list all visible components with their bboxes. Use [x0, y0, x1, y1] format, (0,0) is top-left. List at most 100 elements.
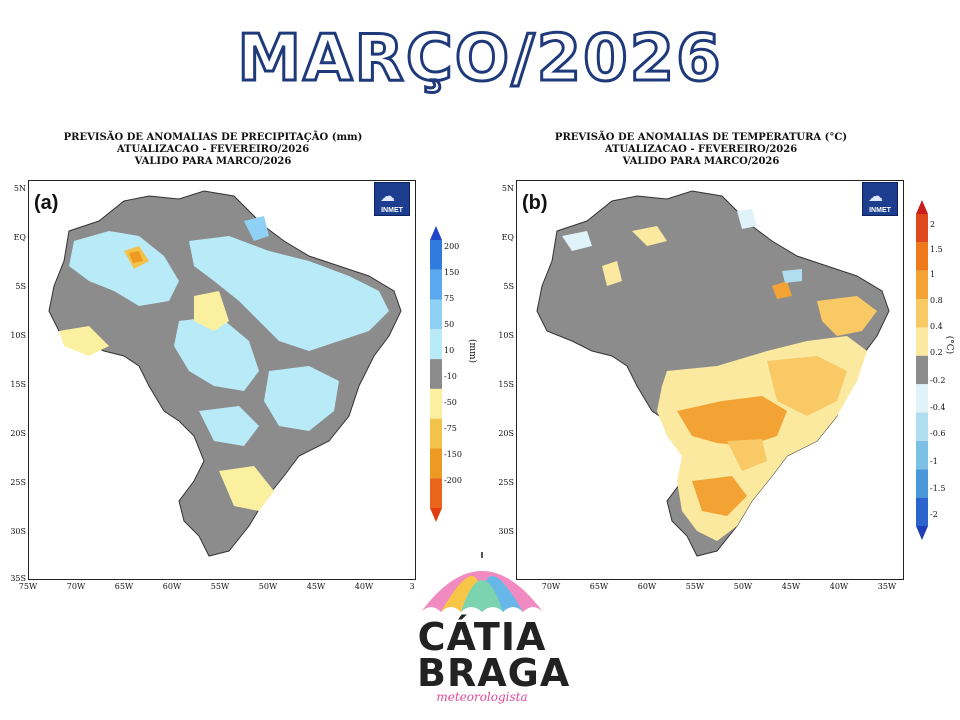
inmet-logo-label: INMET [869, 207, 891, 214]
map-frame [516, 180, 904, 580]
legend-label: 2 [930, 220, 936, 229]
cloud-sun-icon: ☁ [380, 188, 395, 205]
map-header: PREVISÃO DE ANOMALIAS DE TEMPERATURA (°C… [496, 132, 906, 168]
colorbar-swatch [430, 329, 442, 360]
anomaly-warm-region [602, 261, 622, 286]
legend-label: 0.8 [930, 296, 943, 305]
legend-label: -1 [930, 457, 938, 466]
anomaly-warm-region [767, 356, 847, 416]
lon-label: 65W [589, 582, 609, 591]
lat-label: 15S [10, 380, 26, 389]
anomaly-positive-region [69, 231, 179, 306]
panel-letter: (a) [34, 192, 59, 214]
lat-label: 5N [501, 184, 514, 193]
lon-label: 35W [877, 582, 897, 591]
lon-label: 50W [258, 582, 278, 591]
lon-label: 40W [829, 582, 849, 591]
anomaly-warm-region [817, 296, 877, 336]
logo-name-line1: CÁTIA [417, 615, 547, 659]
colorbar-swatch [430, 269, 442, 300]
legend-label: 0.2 [930, 348, 943, 357]
units-label: (mm) [467, 338, 478, 364]
temperature-map-panel: PREVISÃO DE ANOMALIAS DE TEMPERATURA (°C… [496, 132, 906, 602]
precipitation-legend: 200 150 75 50 10 -10 -50 -75 -150 -200 (… [424, 226, 484, 526]
lon-label: 55W [210, 582, 230, 591]
temperature-anomaly-map [536, 190, 890, 557]
lat-label: EQ [501, 233, 514, 242]
lat-label: 20S [498, 429, 514, 438]
anomaly-positive-region [244, 216, 269, 241]
colorbar-swatch [916, 327, 928, 356]
anomaly-cool-region [737, 209, 757, 229]
lon-label: 55W [685, 582, 705, 591]
inmet-logo: ☁ INMET [862, 182, 898, 216]
logo-name-line2: BRAGA [417, 651, 571, 695]
lon-label: 65W [114, 582, 134, 591]
lat-label: EQ [13, 233, 26, 242]
precipitation-colorbar [430, 226, 442, 522]
colorbar-swatch [430, 508, 442, 522]
legend-label: -50 [444, 398, 457, 407]
map-header-line: VALIDO PARA MARCO/2026 [622, 156, 780, 167]
lat-label: 30S [498, 527, 514, 536]
map-header-line: VALIDO PARA MARCO/2026 [134, 156, 292, 167]
map-frame [28, 180, 416, 580]
anomaly-warm-region [727, 439, 767, 471]
map-header-line: ATUALIZACAO - FEVEREIRO/2026 [116, 144, 310, 155]
longitude-labels: 75W 70W 65W 60W 55W 50W 45W 40W 3 [13, 582, 423, 594]
colorbar-swatch [916, 526, 928, 540]
legend-label: 150 [444, 268, 460, 277]
colorbar-swatch [430, 359, 442, 389]
anomaly-positive-region [174, 316, 259, 391]
lat-label: 20S [10, 429, 26, 438]
panel-letter: (b) [522, 192, 548, 214]
legend-label: 1 [930, 270, 936, 279]
umbrella-icon [421, 552, 543, 612]
colorbar-swatch [916, 214, 928, 243]
lat-label: 35S [10, 574, 26, 583]
legend-label: -0.4 [930, 403, 946, 412]
latitude-labels: 5N EQ 5S 10S 15S 20S 25S 30S [494, 184, 514, 584]
legend-label: 0.4 [930, 322, 943, 331]
legend-label: 1.5 [930, 245, 943, 254]
map-header-line: PREVISÃO DE ANOMALIAS DE PRECIPITAÇÃO (m… [63, 132, 363, 143]
cloud-sun-icon: ☁ [868, 188, 883, 205]
colorbar-swatch [430, 299, 442, 330]
lon-label: 3 [409, 582, 415, 591]
anomaly-cool-region [562, 231, 592, 251]
map-header-line: ATUALIZACAO - FEVEREIRO/2026 [604, 144, 798, 155]
lon-label: 45W [781, 582, 801, 591]
lat-label: 10S [10, 331, 26, 340]
lon-label: 45W [306, 582, 326, 591]
latitude-labels: 5N EQ 5S 10S 15S 20S 25S 30S 35S [6, 184, 26, 584]
colorbar-swatch [430, 448, 442, 479]
longitude-labels: 70W 65W 60W 55W 50W 45W 40W 35W [536, 582, 906, 594]
colorbar-swatch [916, 384, 928, 413]
colorbar-swatch [430, 240, 442, 270]
lon-label: 70W [66, 582, 86, 591]
lat-label: 25S [498, 478, 514, 487]
colorbar-swatch [916, 242, 928, 271]
anomaly-negative-region [129, 251, 143, 263]
logo-tagline: meteorologista [436, 690, 528, 704]
colorbar-swatch [916, 299, 928, 328]
lon-label: 75W [18, 582, 38, 591]
legend-label: -2 [930, 510, 938, 519]
legend-label: 10 [444, 346, 455, 355]
anomaly-negative-region [59, 326, 109, 356]
legend-label: -0.6 [930, 429, 946, 438]
colorbar-swatch [916, 355, 928, 385]
legend-label: 200 [444, 242, 460, 251]
units-label: (°C) [944, 335, 955, 355]
lon-label: 60W [637, 582, 657, 591]
legend-label: -0.2 [930, 376, 946, 385]
legend-label: -150 [444, 450, 462, 459]
lon-label: 60W [162, 582, 182, 591]
map-header: PREVISÃO DE ANOMALIAS DE PRECIPITAÇÃO (m… [8, 132, 418, 168]
legend-label: 75 [444, 294, 455, 303]
colorbar-swatch [430, 478, 442, 508]
anomaly-cool-region [782, 269, 802, 283]
lon-label: 40W [354, 582, 374, 591]
lon-label: 50W [733, 582, 753, 591]
lat-label: 5S [15, 282, 26, 291]
